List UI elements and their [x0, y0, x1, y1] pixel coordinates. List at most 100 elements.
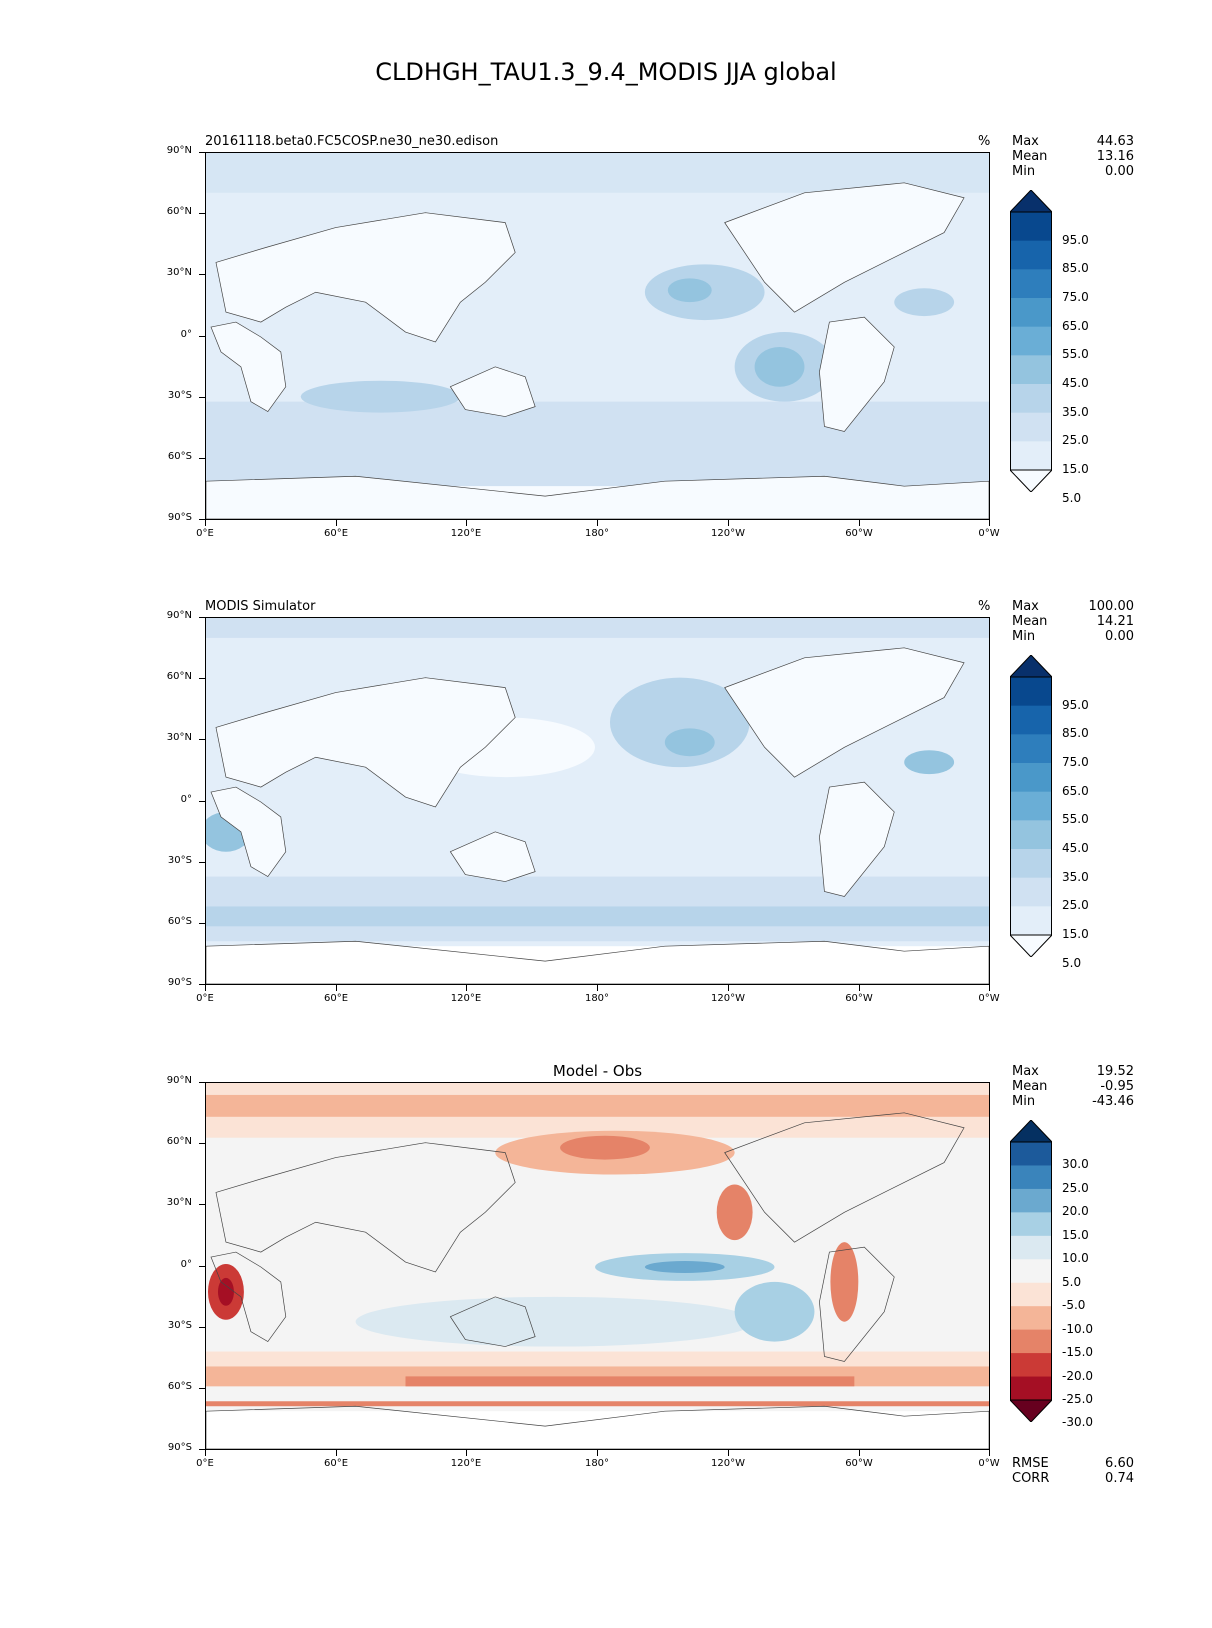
- colorbar-segment: [1010, 384, 1052, 414]
- field-blob-nepacific: [716, 1184, 753, 1241]
- colorbar-tick-label: 95.0: [1062, 232, 1089, 247]
- colorbar-tick-label: 65.0: [1062, 318, 1089, 333]
- colorbar-segment: [1010, 677, 1052, 707]
- australia-shape: [449, 831, 536, 882]
- mean-label: Mean: [1012, 149, 1048, 164]
- units-label: %: [978, 134, 991, 149]
- lat-label: 0°: [180, 1259, 192, 1270]
- lat-tick: [199, 617, 205, 618]
- lat-tick: [199, 1082, 205, 1083]
- lon-tick: [989, 1450, 990, 1456]
- field-blob-andes: [830, 1242, 859, 1322]
- lon-tick: [859, 1450, 860, 1456]
- lat-tick: [199, 152, 205, 153]
- colorbar-tick-label: 5.0: [1062, 490, 1082, 505]
- colorbar-tick-label: 25.0: [1062, 898, 1089, 913]
- lon-label: 60°E: [323, 993, 349, 1004]
- max-value: 100.00: [1088, 599, 1135, 614]
- continents: [206, 647, 989, 984]
- lon-tick: [597, 520, 598, 526]
- colorbar-segment: [1010, 269, 1052, 299]
- lon-tick: [205, 985, 206, 991]
- lat-label: 90°N: [166, 145, 192, 156]
- lat-label: 60°S: [167, 451, 192, 462]
- lat-tick: [199, 862, 205, 863]
- panel-title: MODIS Simulator: [205, 599, 316, 614]
- colorbar-tick-label: 35.0: [1062, 869, 1089, 884]
- error-stats-box: RMSE 6.60 CORR 0.74: [1012, 1456, 1134, 1486]
- min-value: 0.00: [1105, 629, 1134, 644]
- stats-box: Max 44.63 Mean 13.16 Min 0.00: [1012, 134, 1134, 179]
- lat-label: 90°S: [167, 977, 192, 988]
- rmse-label: RMSE: [1012, 1456, 1049, 1471]
- lat-tick: [199, 923, 205, 924]
- antarctica-shape: [206, 475, 989, 519]
- colorbar-extend-bottom: [1010, 469, 1052, 492]
- min-label: Min: [1012, 1094, 1036, 1109]
- colorbar-tick-label: 15.0: [1062, 927, 1089, 941]
- lon-label: 180°: [584, 1458, 610, 1469]
- colorbar-segment: [1010, 1353, 1052, 1378]
- colorbar-frame: [1010, 676, 1052, 936]
- lat-label: 30°S: [167, 855, 192, 866]
- field-blob-npacific-core: [664, 728, 715, 757]
- lat-label: 90°N: [166, 610, 192, 621]
- corr-value: 0.74: [1105, 1471, 1134, 1486]
- colorbar-extend-top: [1010, 655, 1052, 678]
- map-field: [206, 153, 989, 519]
- colorbar-extend-bottom: [1010, 934, 1052, 957]
- lat-tick: [199, 458, 205, 459]
- colorbar-tick-label: 15.0: [1062, 462, 1089, 476]
- map-plot: [205, 1082, 990, 1450]
- lat-label: 30°S: [167, 390, 192, 401]
- lon-tick: [336, 520, 337, 526]
- eurasia-shape: [215, 212, 516, 343]
- lat-label: 60°S: [167, 1381, 192, 1392]
- colorbar-segment: [1010, 1329, 1052, 1354]
- lon-tick: [989, 985, 990, 991]
- africa-shape: [210, 321, 287, 413]
- lon-tick: [728, 985, 729, 991]
- colorbar-tick-label: 85.0: [1062, 261, 1089, 276]
- max-label: Max: [1012, 599, 1039, 614]
- lat-tick: [199, 1204, 205, 1205]
- lon-tick: [466, 1450, 467, 1456]
- map-plot: [205, 152, 990, 520]
- field-blob-indian: [300, 380, 461, 413]
- lat-tick: [199, 397, 205, 398]
- north-america-shape: [724, 647, 965, 778]
- map-field: [206, 1083, 989, 1449]
- lat-label: 90°S: [167, 512, 192, 523]
- lat-label: 30°N: [166, 732, 192, 743]
- colorbar-segment: [1010, 1282, 1052, 1307]
- colorbar-segment: [1010, 1259, 1052, 1284]
- colorbar-frame: [1010, 211, 1052, 471]
- colorbar-extend-top: [1010, 190, 1052, 213]
- lon-label: 120°E: [450, 1458, 482, 1469]
- colorbar-tick-label: -30.0: [1062, 1415, 1094, 1430]
- max-value: 44.63: [1096, 134, 1134, 149]
- lat-tick: [199, 678, 205, 679]
- max-value: 19.52: [1096, 1064, 1134, 1079]
- lon-label: 60°E: [323, 528, 349, 539]
- antarctica-shape: [206, 1405, 989, 1449]
- lat-tick: [199, 1266, 205, 1267]
- field-blob-npacific: [609, 677, 750, 768]
- africa-shape: [210, 786, 287, 878]
- colorbar: [1010, 655, 1052, 957]
- lat-label: 60°N: [166, 1136, 192, 1147]
- colorbar-tick-label: 15.0: [1062, 1227, 1089, 1242]
- lat-label: 30°N: [166, 267, 192, 278]
- panel-diff: Model - Obs Max 19.52 Mean -0.95 Min -43.46: [0, 1062, 1212, 1502]
- south-america-shape: [819, 316, 895, 432]
- colorbar-tick-label: -15.0: [1062, 1345, 1094, 1360]
- south-america-shape: [819, 781, 895, 897]
- lon-label: 0°W: [978, 528, 1000, 539]
- colorbar-tick-label: -20.0: [1062, 1368, 1094, 1383]
- lat-tick: [199, 739, 205, 740]
- lon-tick: [205, 520, 206, 526]
- lon-tick: [336, 985, 337, 991]
- australia-shape: [449, 1296, 536, 1347]
- colorbar-segment: [1010, 1212, 1052, 1237]
- mean-label: Mean: [1012, 1079, 1048, 1094]
